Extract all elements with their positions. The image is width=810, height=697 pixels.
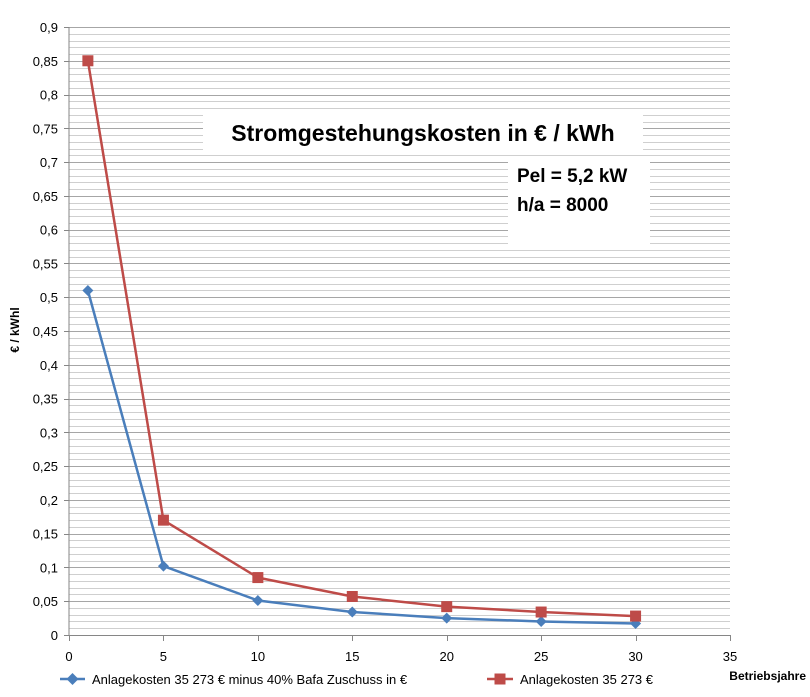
y-tick-label: 0,4 [40, 358, 58, 373]
data-point-square [441, 601, 453, 613]
data-point-diamond [157, 560, 169, 572]
y-tick-label: 0,55 [33, 256, 58, 271]
legend-marker-square [494, 673, 506, 685]
x-tick-label: 0 [65, 649, 72, 664]
chart-title: Stromgestehungskosten in € / kWh [231, 120, 614, 146]
data-point-square [535, 606, 547, 618]
y-tick-label: 0,7 [40, 155, 58, 170]
data-point-diamond [252, 595, 264, 607]
y-tick-label: 0,5 [40, 290, 58, 305]
y-tick-label: 0,2 [40, 493, 58, 508]
y-tick-label: 0,45 [33, 324, 58, 339]
y-tick-label: 0,25 [33, 459, 58, 474]
annotation-power: Pel = 5,2 kW [517, 166, 627, 187]
y-tick-label: 0,05 [33, 594, 58, 609]
x-tick-label: 30 [628, 649, 642, 664]
legend-marker-diamond [66, 673, 79, 685]
y-tick-labels: 0 0,05 0,1 0,15 0,2 0,25 0,3 0,35 0,4 0,45 0,5 0,55… [33, 20, 69, 643]
y-tick-label: 0,35 [33, 392, 58, 407]
x-axis-title: Betriebsjahre [729, 669, 806, 683]
series-line [86, 290, 636, 625]
y-tick-label: 0,85 [33, 54, 58, 69]
y-tick-label: 0,8 [40, 88, 58, 103]
y-tick-label: 0,9 [40, 20, 58, 35]
x-tick-label: 10 [251, 649, 265, 664]
y-tick-label: 0,65 [33, 189, 58, 204]
series [82, 55, 642, 630]
info-box [508, 158, 650, 250]
data-point-square [346, 590, 358, 602]
annotation-hours: h/a = 8000 [517, 195, 608, 216]
legend-label-series-1: Anlagekosten 35 273 € minus 40% Bafa Zus… [92, 672, 408, 687]
y-tick-label: 0,15 [33, 527, 58, 542]
series-1 [82, 284, 642, 630]
y-tick-label: 0 [51, 628, 58, 643]
y-tick-label: 0,75 [33, 121, 58, 136]
x-tick-label: 5 [160, 649, 167, 664]
legend: Anlagekosten 35 273 € minus 40% Bafa Zus… [60, 672, 654, 687]
data-point-square [252, 572, 264, 584]
x-tick-labels: 0 5 10 15 20 25 30 35 [65, 635, 737, 664]
x-tick-label: 35 [723, 649, 737, 664]
y-tick-label: 0,1 [40, 560, 58, 575]
data-point-square [157, 514, 169, 526]
series-2 [82, 55, 642, 622]
y-tick-label: 0,3 [40, 425, 58, 440]
title-box [203, 113, 643, 155]
x-tick-label: 25 [534, 649, 548, 664]
x-tick-label: 20 [439, 649, 453, 664]
data-point-diamond [441, 612, 453, 624]
data-point-square [82, 55, 94, 67]
data-point-diamond [535, 615, 547, 627]
legend-label-series-2: Anlagekosten 35 273 € [520, 672, 654, 687]
data-point-diamond [82, 284, 94, 296]
x-tick-label: 15 [345, 649, 359, 664]
data-point-square [630, 610, 642, 622]
y-tick-label: 0,6 [40, 223, 58, 238]
y-axis-title: € / kWhl [8, 307, 22, 352]
data-point-diamond [346, 606, 358, 618]
